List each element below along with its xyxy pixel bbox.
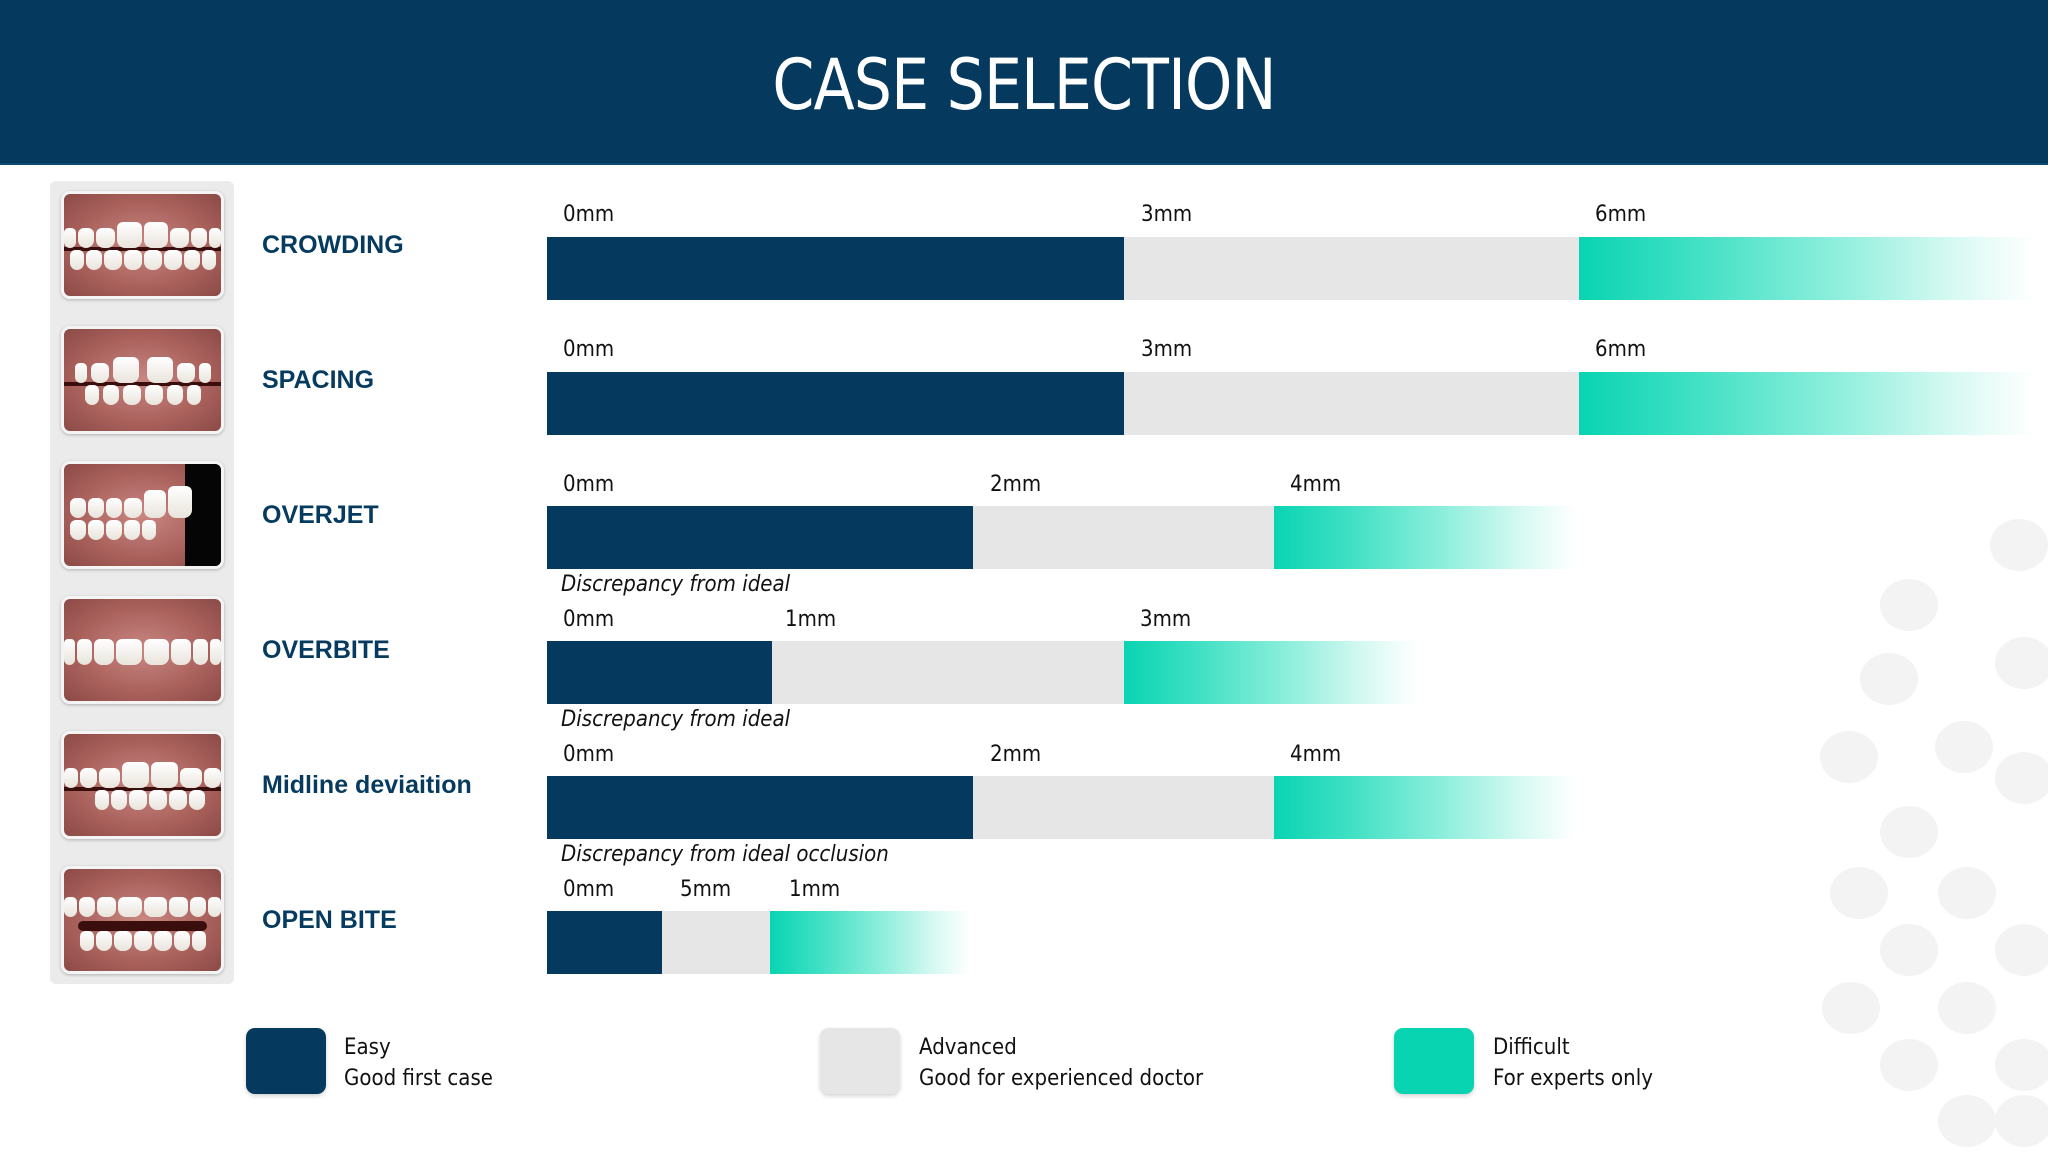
row-label-midline: Midline deviaition	[262, 771, 472, 799]
tick-label: 0mm	[563, 877, 615, 902]
bar-advanced-midline	[973, 776, 1274, 839]
legend-subtitle: Good for experienced doctor	[919, 1066, 1204, 1091]
legend-title: Difficult	[1493, 1035, 1570, 1060]
tick-label: 5mm	[680, 877, 732, 902]
tick-label: 0mm	[563, 607, 615, 632]
bar-easy-open-bite	[547, 911, 662, 974]
tick-label: 4mm	[1290, 472, 1342, 497]
legend-swatch-advanced	[820, 1028, 900, 1094]
tick-label: 1mm	[785, 607, 837, 632]
tick-label: 4mm	[1290, 742, 1342, 767]
row-label-overbite: OVERBITE	[262, 636, 390, 664]
bar-easy-overjet	[547, 506, 973, 569]
legend-title: Easy	[344, 1035, 391, 1060]
row-label-open-bite: OPEN BITE	[262, 906, 397, 934]
open-bite-teeth-photo	[61, 866, 224, 974]
bar-difficult-overjet	[1274, 506, 1576, 569]
tick-label: 1mm	[789, 877, 841, 902]
tick-label: 0mm	[563, 472, 615, 497]
bar-easy-midline	[547, 776, 973, 839]
row-label-crowding: CROWDING	[262, 231, 404, 259]
legend-item-easy: Easy Good first case	[344, 1032, 493, 1094]
bar-difficult-midline	[1274, 776, 1576, 839]
tick-label: 3mm	[1141, 202, 1193, 227]
tick-label: 3mm	[1141, 337, 1193, 362]
crowding-teeth-photo	[61, 191, 224, 299]
bar-difficult-open-bite	[770, 911, 970, 974]
legend-item-advanced: Advanced Good for experienced doctor	[919, 1032, 1203, 1094]
bar-advanced-spacing	[1124, 372, 1579, 435]
thumbnail-panel	[50, 181, 234, 984]
tick-label: 2mm	[990, 472, 1042, 497]
row-label-spacing: SPACING	[262, 366, 375, 394]
midline-teeth-photo	[61, 731, 224, 839]
note-midline: Discrepancy from ideal occlusion	[561, 842, 889, 867]
bar-easy-crowding	[547, 237, 1124, 300]
overjet-teeth-photo	[61, 461, 224, 569]
row-label-overjet: OVERJET	[262, 501, 379, 529]
bar-advanced-overjet	[973, 506, 1274, 569]
tick-label: 0mm	[563, 742, 615, 767]
bar-easy-spacing	[547, 372, 1124, 435]
bar-difficult-overbite	[1124, 641, 1417, 704]
tick-label: 3mm	[1140, 607, 1192, 632]
header-banner: CASE SELECTION	[0, 0, 2048, 165]
legend-title: Advanced	[919, 1035, 1017, 1060]
tick-label: 6mm	[1595, 337, 1647, 362]
legend-subtitle: For experts only	[1493, 1066, 1653, 1091]
tick-label: 2mm	[990, 742, 1042, 767]
legend-item-difficult: Difficult For experts only	[1493, 1032, 1653, 1094]
spacing-teeth-photo	[61, 326, 224, 434]
legend-swatch-easy	[246, 1028, 326, 1094]
note-overbite: Discrepancy from ideal	[561, 707, 791, 732]
note-overjet: Discrepancy from ideal	[561, 572, 791, 597]
overbite-teeth-photo	[61, 596, 224, 704]
tick-label: 0mm	[563, 337, 615, 362]
tick-label: 6mm	[1595, 202, 1647, 227]
bar-difficult-spacing	[1579, 372, 2034, 435]
legend-subtitle: Good first case	[344, 1066, 493, 1091]
bar-advanced-crowding	[1124, 237, 1579, 300]
bar-advanced-overbite	[772, 641, 1124, 704]
page-title: CASE SELECTION	[772, 44, 1276, 126]
bar-advanced-open-bite	[662, 911, 770, 974]
legend-swatch-difficult	[1394, 1028, 1474, 1094]
tick-label: 0mm	[563, 202, 615, 227]
bar-difficult-crowding	[1579, 237, 2034, 300]
bar-easy-overbite	[547, 641, 772, 704]
